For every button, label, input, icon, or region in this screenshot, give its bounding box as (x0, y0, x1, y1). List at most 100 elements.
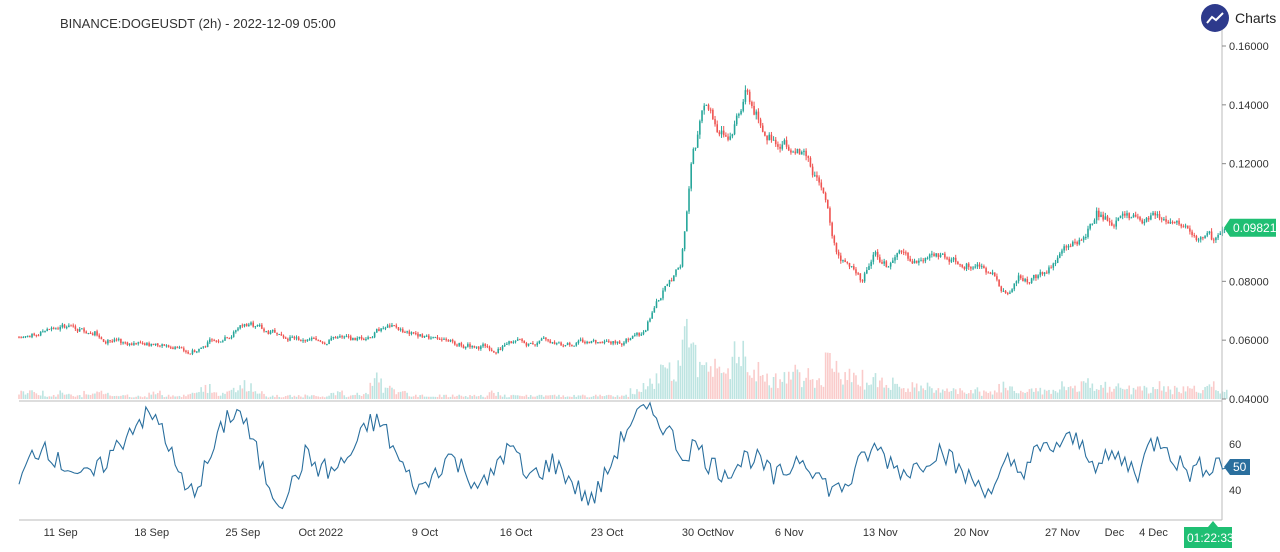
volume-bar (813, 387, 816, 399)
volume-bar (1150, 392, 1152, 399)
volume-bar (1082, 381, 1085, 399)
candle (863, 273, 866, 282)
volume-bar (113, 396, 116, 399)
candle (464, 346, 467, 349)
volume-bar (1130, 394, 1133, 399)
candle (1130, 217, 1133, 219)
candle (668, 280, 671, 285)
candle (274, 329, 276, 333)
candle (336, 337, 339, 339)
candle (974, 266, 977, 268)
volume-bar (673, 379, 675, 399)
candle (441, 339, 443, 341)
candle (1182, 226, 1185, 228)
candle (625, 339, 627, 343)
candle (894, 257, 896, 261)
volume-bar (1134, 389, 1137, 399)
volume-bar (76, 395, 79, 399)
volume-bar (805, 377, 807, 399)
time-axis: 11 Sep 18 Sep 25 Sep Oct 2022 9 Oct 16 Oct 23 … (44, 527, 1169, 539)
volume-bar (473, 394, 476, 399)
candle (1141, 220, 1143, 224)
volume-bar (705, 362, 708, 399)
candle (87, 333, 90, 335)
rsi-pane: 60 40 (18, 401, 1241, 510)
candle (1065, 246, 1068, 248)
candle (154, 343, 157, 345)
volume-bar (156, 393, 159, 399)
candle (1212, 239, 1215, 241)
volume-bar (686, 318, 688, 399)
volume-bar (388, 385, 391, 399)
volume-bar (898, 386, 901, 399)
volume-bar (792, 371, 794, 399)
candle (1191, 231, 1193, 236)
candle (905, 252, 907, 254)
rsi-tick-label: 60 (1229, 439, 1241, 451)
candle (313, 338, 315, 340)
volume-bar (276, 394, 278, 399)
time-tick-label: Oct 2022 (299, 527, 344, 539)
volume-bar (883, 387, 885, 399)
candle (258, 324, 261, 326)
candle (976, 264, 979, 267)
candle (991, 272, 994, 275)
volume-bar (779, 379, 781, 399)
brand[interactable]: Charts p (1201, 4, 1280, 32)
candle (1019, 275, 1022, 279)
volume-bar (538, 394, 541, 399)
candle (909, 258, 911, 262)
volume-bar (65, 394, 68, 399)
candle (842, 260, 844, 262)
candle (1108, 221, 1111, 223)
volume-bar (558, 394, 560, 399)
candle (772, 139, 775, 141)
volume-bar (187, 394, 189, 399)
volume-bar (222, 392, 224, 399)
volume-bar (1067, 387, 1070, 399)
candle (586, 341, 588, 344)
price-tick-label: 0.08000 (1229, 276, 1269, 288)
volume-bar (1024, 392, 1026, 399)
candle (243, 324, 246, 327)
volume-bar (29, 390, 31, 399)
volume-bar (902, 388, 905, 399)
candle (239, 325, 241, 329)
candle (753, 105, 755, 115)
candle (332, 337, 335, 339)
volume-bar (349, 395, 352, 399)
volume-bar (163, 397, 166, 399)
candle (315, 338, 317, 341)
candle (473, 346, 476, 348)
volume-bar (1139, 386, 1141, 399)
candle (998, 279, 1000, 287)
volume-bar (209, 383, 211, 399)
candle (1102, 214, 1104, 220)
candles (18, 85, 1228, 356)
volume-bar (651, 383, 653, 399)
volume-bar (1225, 389, 1228, 399)
volume-bar (562, 395, 565, 399)
volume-bar (1048, 389, 1050, 399)
volume-bar (755, 381, 758, 399)
volume-bar (846, 380, 849, 399)
candle (282, 335, 285, 338)
volume-bar (588, 397, 591, 399)
volume-bar (913, 387, 916, 399)
volume-bar (31, 390, 33, 399)
candle (640, 334, 643, 336)
candle (941, 253, 944, 255)
candle (1098, 210, 1100, 217)
volume-bar (464, 396, 467, 399)
volume-bar (367, 394, 369, 399)
candle (885, 261, 888, 268)
volume-bar (573, 394, 575, 399)
volume-bar (469, 395, 471, 399)
candle (235, 330, 237, 332)
volume-bar (291, 397, 294, 399)
volume-bar (675, 381, 677, 399)
candle (742, 101, 745, 111)
candle (365, 338, 367, 340)
candle (347, 336, 350, 338)
